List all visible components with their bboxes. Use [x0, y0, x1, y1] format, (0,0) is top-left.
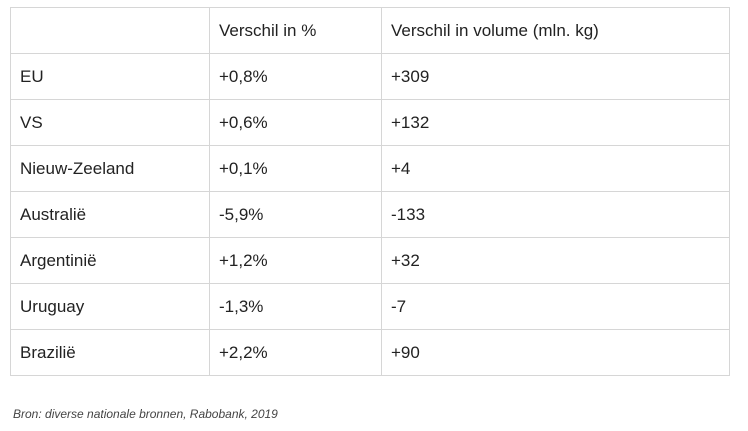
table-cell: +0,8% — [209, 53, 382, 100]
table-row: Australië -5,9% -133 — [10, 191, 730, 238]
column-header — [10, 7, 210, 54]
table-cell: -7 — [381, 283, 730, 330]
table-row: Brazilië +2,2% +90 — [10, 329, 730, 376]
source-note: Bron: diverse nationale bronnen, Raboban… — [13, 407, 278, 421]
table-row: Uruguay -1,3% -7 — [10, 283, 730, 330]
table-row: EU +0,8% +309 — [10, 53, 730, 100]
table-cell: +0,1% — [209, 145, 382, 192]
row-label-cell: Argentinië — [10, 237, 210, 284]
table-cell: +4 — [381, 145, 730, 192]
row-label-cell: Brazilië — [10, 329, 210, 376]
table-cell: +90 — [381, 329, 730, 376]
table-row: VS +0,6% +132 — [10, 99, 730, 146]
row-label-cell: EU — [10, 53, 210, 100]
table-row: Nieuw-Zeeland +0,1% +4 — [10, 145, 730, 192]
table-header-row: Verschil in % Verschil in volume (mln. kg… — [10, 7, 730, 54]
column-header: Verschil in volume (mln. kg) — [381, 7, 730, 54]
table-cell: -133 — [381, 191, 730, 238]
table-cell: +309 — [381, 53, 730, 100]
row-label-cell: Uruguay — [10, 283, 210, 330]
table-body: Verschil in % Verschil in volume (mln. kg… — [10, 7, 730, 376]
table-cell: +32 — [381, 237, 730, 284]
row-label-cell: VS — [10, 99, 210, 146]
column-header: Verschil in % — [209, 7, 382, 54]
data-table: Verschil in % Verschil in volume (mln. kg… — [10, 7, 730, 376]
row-label-cell: Nieuw-Zeeland — [10, 145, 210, 192]
table-cell: +1,2% — [209, 237, 382, 284]
table-cell: +2,2% — [209, 329, 382, 376]
table-row: Argentinië +1,2% +32 — [10, 237, 730, 284]
row-label-cell: Australië — [10, 191, 210, 238]
table-cell: +132 — [381, 99, 730, 146]
table-cell: +0,6% — [209, 99, 382, 146]
table-cell: -1,3% — [209, 283, 382, 330]
table-cell: -5,9% — [209, 191, 382, 238]
